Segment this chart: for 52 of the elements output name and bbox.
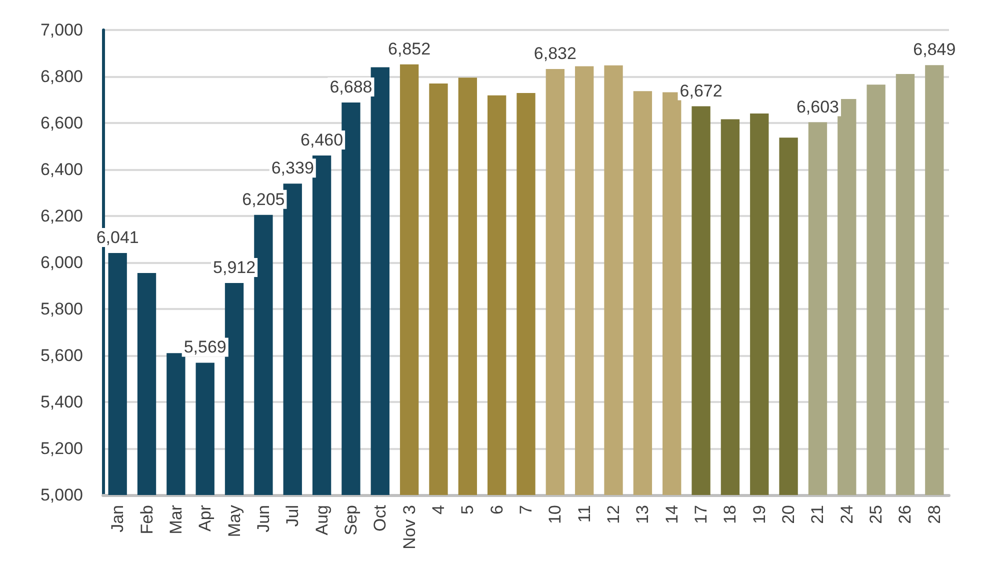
data-label: 5,912 xyxy=(213,258,256,277)
y-tick-label: 6,600 xyxy=(40,114,83,132)
x-tick-label: Oct xyxy=(370,504,390,532)
data-label: 6,460 xyxy=(300,130,344,150)
y-tick-label: 7,000 xyxy=(40,20,83,40)
x-tick-label: 19 xyxy=(750,505,769,524)
x-tick-label: Jul xyxy=(283,505,302,527)
x-tick-label: 12 xyxy=(604,505,624,524)
x-tick-label: 11 xyxy=(574,505,594,523)
x-tick-label: Jun xyxy=(254,505,273,532)
data-label: 6,041 xyxy=(96,228,139,247)
x-tick-label: 28 xyxy=(924,505,944,524)
y-tick-label: 5,800 xyxy=(40,300,83,318)
data-label: 6,672 xyxy=(680,81,722,100)
y-tick-label: 6,200 xyxy=(40,206,83,226)
y-tick-label: 5,600 xyxy=(40,346,83,365)
x-tick-label: 4 xyxy=(428,505,448,514)
data-label: 6,339 xyxy=(271,158,314,178)
x-tick-label: Aug xyxy=(312,505,332,536)
x-tick-label: 26 xyxy=(896,505,915,524)
x-tick-label: 7 xyxy=(516,505,536,514)
x-tick-label: 18 xyxy=(720,505,740,524)
x-tick-label: Sep xyxy=(341,505,360,536)
x-tick-label: 25 xyxy=(866,505,886,524)
x-tick-label: 6 xyxy=(487,505,506,514)
y-tick-label: 6,000 xyxy=(40,253,83,272)
data-label: 6,603 xyxy=(796,97,839,116)
data-label: 6,852 xyxy=(388,39,431,58)
x-tick-label: Nov 3 xyxy=(400,505,419,550)
x-tick-label: Mar xyxy=(166,504,186,534)
data-label: 5,569 xyxy=(184,338,226,357)
x-tick-label: 13 xyxy=(633,505,652,524)
data-label: 6,688 xyxy=(330,78,372,97)
x-tick-label: 24 xyxy=(837,505,856,524)
x-tick-label: 20 xyxy=(779,505,798,524)
x-tick-label: 14 xyxy=(662,505,682,524)
x-tick-label: Apr xyxy=(196,504,215,532)
x-tick-label: 21 xyxy=(808,505,828,524)
y-tick-label: 5,400 xyxy=(40,392,83,412)
x-tick-label: 5 xyxy=(458,505,478,514)
data-label: 6,205 xyxy=(242,190,285,209)
data-label: 6,832 xyxy=(534,44,576,64)
data-label: 6,849 xyxy=(913,40,956,60)
y-tick-label: 5,000 xyxy=(40,486,83,504)
x-tick-label: 10 xyxy=(546,505,565,524)
x-tick-label: 17 xyxy=(692,505,711,524)
y-tick-label: 6,400 xyxy=(40,160,83,179)
x-tick-label: May xyxy=(224,504,244,538)
y-tick-label: 6,800 xyxy=(40,67,83,86)
y-tick-label: 5,200 xyxy=(40,439,83,458)
x-tick-label: Feb xyxy=(137,505,156,534)
x-tick-label: Jan xyxy=(108,505,128,532)
